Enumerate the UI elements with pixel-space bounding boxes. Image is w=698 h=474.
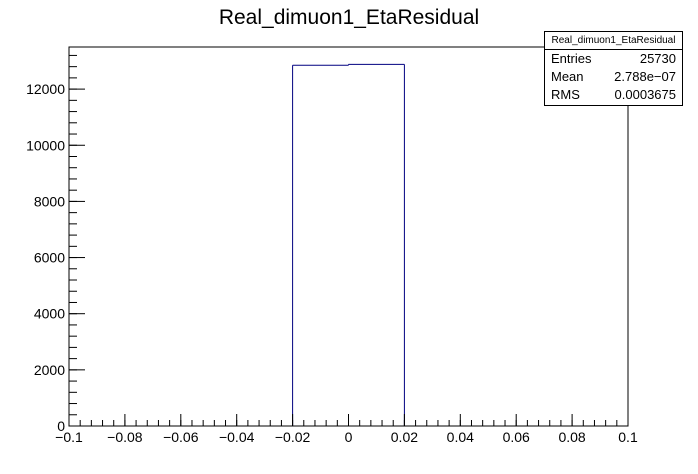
stats-value: 0.0003675	[614, 87, 676, 102]
stats-title: Real_dimuon1_EtaResidual	[545, 32, 682, 50]
y-tick-label: 0	[57, 418, 65, 434]
y-tick-label: 8000	[34, 193, 65, 209]
x-tick-label: −0.04	[219, 429, 255, 445]
chart-title: Real_dimuon1_EtaResidual	[219, 6, 479, 29]
x-tick-label: 0.06	[503, 429, 530, 445]
x-tick-label: 0.04	[447, 429, 474, 445]
y-axis: 0 2000 4000 6000 8000 10000 12000	[26, 54, 85, 434]
x-tick-label: −0.06	[163, 429, 199, 445]
stats-row-rms: RMS 0.0003675	[545, 86, 682, 104]
x-tick-label: 0	[345, 429, 353, 445]
x-tick-label: 0.1	[618, 429, 638, 445]
x-tick-label: −0.08	[107, 429, 143, 445]
stats-label: RMS	[551, 87, 580, 102]
y-tick-label: 10000	[26, 137, 65, 153]
x-tick-label: 0.02	[391, 429, 418, 445]
stats-label: Mean	[551, 69, 584, 84]
histogram-bars	[292, 63, 405, 426]
stats-row-mean: Mean 2.788e−07	[545, 68, 682, 86]
stats-value: 2.788e−07	[614, 69, 676, 84]
y-tick-label: 6000	[34, 250, 65, 266]
y-tick-label: 12000	[26, 81, 65, 97]
x-tick-label: −0.02	[275, 429, 311, 445]
stats-value: 25730	[639, 51, 676, 66]
stats-row-entries: Entries 25730	[545, 50, 682, 68]
stats-box: Real_dimuon1_EtaResidual Entries 25730 M…	[544, 31, 683, 106]
y-tick-label: 2000	[34, 362, 65, 378]
x-tick-label: 0.08	[558, 429, 585, 445]
x-axis: −0.1 −0.08 −0.06 −0.04 −0.02 0 0.02 0.04 0.06 0.0…	[55, 414, 638, 445]
y-tick-label: 4000	[34, 306, 65, 322]
stats-label: Entries	[551, 51, 592, 66]
x-tick-label: −0.1	[55, 429, 83, 445]
